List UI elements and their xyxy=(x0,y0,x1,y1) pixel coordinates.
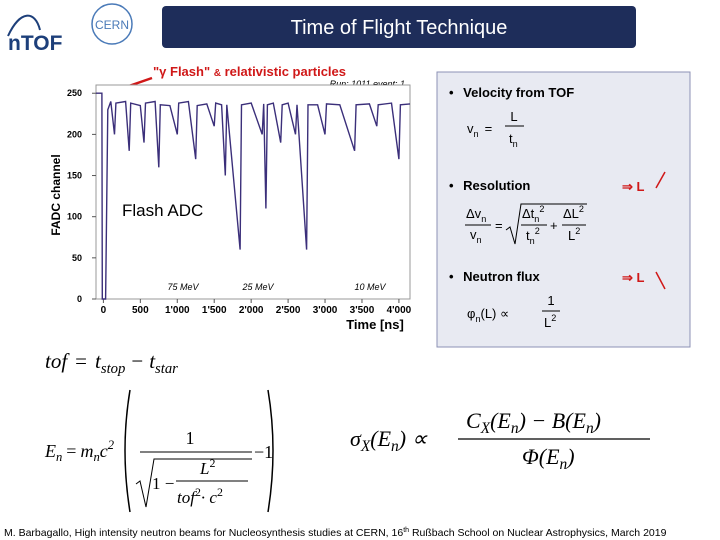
bullet: • Neutron flux xyxy=(449,269,540,284)
bullet: • Resolution xyxy=(449,178,530,193)
formula: + xyxy=(550,218,558,233)
y-tick-label: 100 xyxy=(67,212,82,222)
y-tick-label: 0 xyxy=(77,294,82,304)
run-label: Run: 1011 event: 1 xyxy=(330,79,405,89)
cern-logo xyxy=(91,3,133,45)
energy-label: 10 MeV xyxy=(354,282,386,292)
x-tick-label: 2'500 xyxy=(276,305,301,316)
x-tick-label: 1'500 xyxy=(202,305,227,316)
tof-formula: tof = tstop − tstar xyxy=(45,349,178,377)
formula: L2 xyxy=(544,313,556,330)
formula: Δtn2 xyxy=(522,204,544,224)
sigma-denominator: Φ(En) xyxy=(522,444,575,473)
energy-label: 25 MeV xyxy=(241,282,274,292)
bullet: • Velocity from TOF xyxy=(449,85,574,100)
cern-logo-text: CERN xyxy=(95,18,129,32)
formula: φn(L) ∝ xyxy=(467,306,509,324)
formula: ΔL2 xyxy=(563,204,584,221)
sqrt-sign xyxy=(505,203,587,245)
formula: vn xyxy=(470,227,482,245)
sqrt-sign xyxy=(135,458,252,508)
formula: −1 xyxy=(254,442,273,462)
implies: ⇒ L xyxy=(622,179,645,194)
sigma-formula: σX(En) ∝ xyxy=(350,426,429,455)
plot-frame xyxy=(95,84,411,300)
info-panel xyxy=(436,71,691,348)
formula: Δvn xyxy=(466,206,486,224)
x-tick-label: 4'000 xyxy=(387,305,412,316)
title-bar xyxy=(162,6,636,48)
x-tick-label: 3'500 xyxy=(350,305,375,316)
formula: tn xyxy=(509,131,518,149)
title: Time of Flight Technique xyxy=(291,17,508,39)
footer: M. Barbagallo, High intensity neutron be… xyxy=(4,527,667,539)
formula: 1 xyxy=(547,293,554,308)
y-tick-label: 200 xyxy=(67,129,82,139)
energy-label: 75 MeV xyxy=(167,282,199,292)
y-tick-label: 150 xyxy=(67,171,82,181)
paren-left xyxy=(124,389,131,513)
implies: ⇒ L xyxy=(622,270,645,285)
inset-label: Flash ADC xyxy=(122,201,203,220)
chart: 0 50 100 150 200 250 0 500 1'000 1'500 2'000 2'500 3… xyxy=(67,88,412,316)
up-arrow xyxy=(655,171,666,189)
x-tick-label: 2'000 xyxy=(239,305,264,316)
formula: tn2 xyxy=(526,226,540,246)
flash-annotation: "γ Flash" & relativistic particles xyxy=(153,64,346,79)
y-tick-label: 250 xyxy=(67,88,82,98)
x-tick-label: 0 xyxy=(101,305,107,316)
signal-trace xyxy=(96,92,411,300)
formula: L2 xyxy=(199,456,215,478)
formula: 1 xyxy=(186,428,195,448)
x-tick-label: 1'000 xyxy=(165,305,190,316)
y-axis-label: FADC channel xyxy=(49,154,63,235)
x-tick-label: 3'000 xyxy=(313,305,338,316)
ntof-logo: nTOF xyxy=(8,32,63,55)
paren-right xyxy=(267,389,274,513)
formula: 1 − xyxy=(152,474,174,493)
formula: tof2· c2 xyxy=(177,485,223,507)
formula: = xyxy=(495,218,503,233)
energy-formula: En = mnc2 xyxy=(44,438,115,464)
logo-swoosh xyxy=(7,14,41,37)
down-arrow xyxy=(655,271,666,290)
formula: L2 xyxy=(568,226,580,243)
x-axis-label: Time [ns] xyxy=(346,317,404,332)
sigma-numerator: CX(En) − B(En) xyxy=(466,408,601,437)
x-tick-label: 500 xyxy=(132,305,149,316)
formula: L xyxy=(510,109,517,124)
formula: vn = xyxy=(467,121,492,139)
y-tick-label: 50 xyxy=(72,253,82,263)
